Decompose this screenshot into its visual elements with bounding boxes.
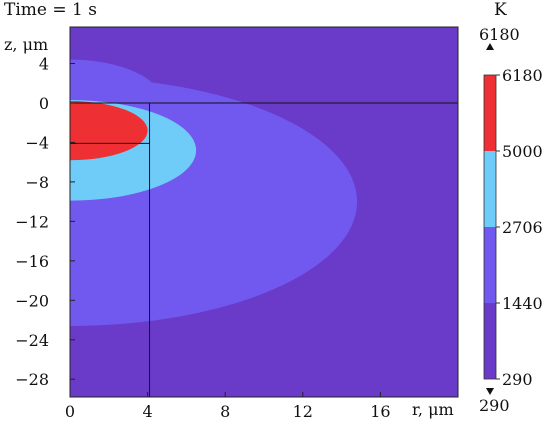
colorbar-segment-3	[484, 75, 496, 151]
colorbar-unit: K	[494, 0, 507, 20]
colorbar-tick-label: 2706	[502, 218, 543, 237]
y-tick-label: 0	[39, 94, 49, 113]
colorbar-max-marker	[486, 43, 494, 50]
y-tick-label: −12	[15, 212, 49, 231]
y-tick-label: −24	[15, 331, 49, 350]
colorbar-segment-1	[484, 227, 496, 303]
y-tick-label: −28	[15, 370, 49, 389]
colorbar-tick-label: 6180	[502, 66, 543, 85]
plot-title: Time = 1 s	[4, 0, 97, 20]
y-tick-label: −20	[15, 291, 49, 310]
colorbar-min-marker	[486, 388, 494, 395]
colorbar-tick-label: 290	[502, 370, 533, 389]
colorbar-max-label: 6180	[479, 25, 520, 44]
x-tick-label: 12	[293, 402, 313, 421]
colorbar-segment-0	[484, 303, 496, 379]
contour-field	[70, 27, 458, 397]
y-tick-label: −16	[15, 252, 49, 271]
x-tick-label: 0	[65, 402, 75, 421]
contour-region-4	[70, 101, 148, 161]
x-tick-label: 8	[220, 402, 230, 421]
colorbar-segment-2	[484, 151, 496, 227]
y-tick-label: −4	[25, 133, 49, 152]
y-tick-label: 4	[39, 55, 49, 74]
colorbar-min-label: 290	[479, 396, 510, 415]
colorbar-tick-label: 5000	[502, 142, 543, 161]
x-axis-label: r, μm	[412, 400, 454, 419]
x-tick-label: 4	[143, 402, 153, 421]
y-axis-label: z, μm	[4, 35, 49, 54]
x-tick-label: 16	[370, 402, 390, 421]
y-tick-label: −8	[25, 173, 49, 192]
colorbar-tick-label: 1440	[502, 294, 543, 313]
plot-frame	[69, 26, 459, 398]
